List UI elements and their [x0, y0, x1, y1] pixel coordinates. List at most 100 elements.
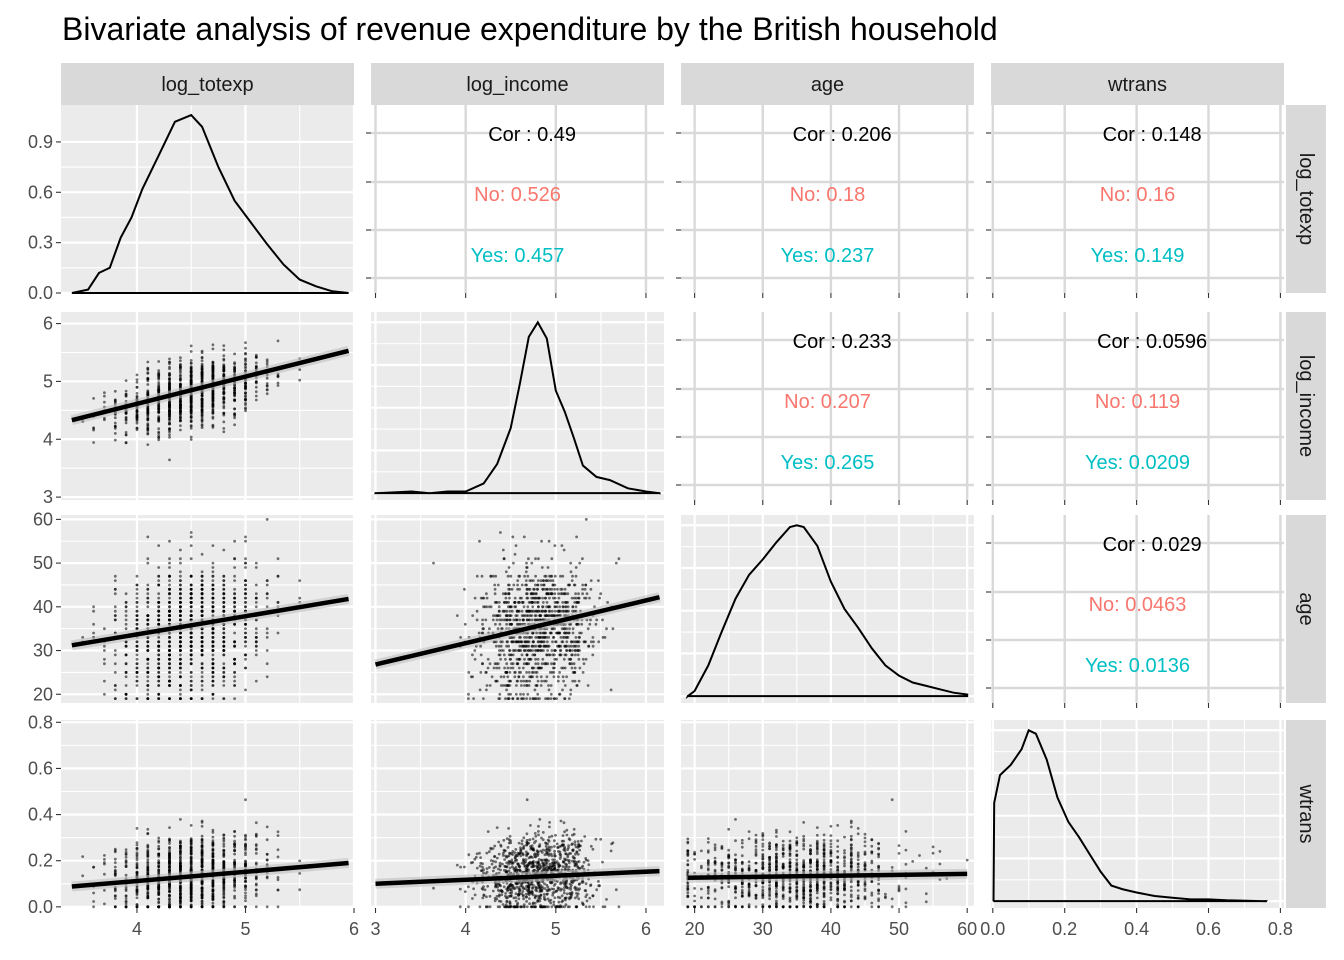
y-tick-age: 40: [33, 597, 53, 617]
data-point: [545, 614, 549, 617]
data-point: [135, 827, 139, 830]
y-tick-wtrans: 0.8: [28, 712, 53, 732]
data-point: [497, 605, 501, 609]
data-point: [517, 622, 520, 626]
data-point: [499, 644, 503, 648]
data-point: [233, 566, 237, 569]
data-point: [276, 381, 280, 385]
data-point: [530, 618, 534, 622]
data-point: [244, 596, 247, 600]
data-point: [506, 574, 510, 578]
data-point: [168, 671, 171, 674]
data-point: [536, 662, 540, 666]
data-point: [200, 375, 204, 379]
data-point: [525, 653, 529, 657]
data-point: [146, 887, 150, 891]
data-point: [189, 344, 193, 348]
data-point: [168, 640, 171, 644]
data-point: [516, 697, 520, 700]
data-point: [571, 605, 575, 609]
data-point: [496, 614, 499, 617]
data-point: [124, 662, 128, 666]
data-point: [265, 360, 269, 364]
data-point: [487, 850, 491, 854]
data-point: [200, 579, 204, 582]
data-point: [146, 614, 150, 617]
data-point: [467, 671, 471, 674]
data-point: [179, 574, 182, 578]
data-point: [514, 614, 518, 617]
data-point: [233, 391, 237, 395]
data-point: [534, 614, 538, 617]
data-point: [222, 579, 226, 582]
data-point: [244, 587, 247, 591]
data-point: [505, 662, 509, 666]
data-point: [244, 859, 247, 863]
data-point: [541, 601, 545, 604]
y-tick-log_income: 5: [43, 371, 53, 391]
data-point: [179, 561, 182, 565]
data-point: [244, 561, 247, 565]
data-point: [510, 609, 514, 613]
data-point: [200, 426, 204, 429]
data-point: [276, 848, 280, 852]
data-point: [168, 890, 171, 893]
data-point: [549, 692, 553, 696]
data-point: [222, 844, 226, 848]
y-tick-density: 0.9: [28, 132, 53, 152]
data-point: [179, 583, 182, 587]
data-point: [276, 888, 280, 892]
data-point: [146, 644, 150, 648]
data-point: [244, 863, 247, 866]
data-point: [527, 557, 530, 561]
data-point: [222, 675, 226, 679]
data-point: [548, 862, 552, 866]
data-point: [538, 697, 541, 700]
data-point: [536, 692, 540, 696]
data-point: [179, 363, 182, 366]
data-point: [157, 415, 161, 418]
data-point: [146, 671, 150, 674]
data-point: [222, 354, 226, 358]
data-point: [547, 644, 551, 648]
data-point: [298, 859, 302, 863]
data-point: [561, 834, 565, 837]
data-point: [157, 574, 161, 578]
data-point: [168, 666, 171, 670]
data-point: [562, 548, 566, 552]
data-point: [254, 561, 258, 565]
data-point: [222, 902, 226, 906]
data-point: [471, 675, 474, 679]
strip-right-log_totexp: [1286, 105, 1326, 293]
data-point: [189, 684, 193, 687]
data-point: [135, 871, 139, 875]
data-point: [467, 692, 470, 696]
data-point: [510, 587, 514, 591]
data-point: [265, 384, 269, 388]
data-point: [222, 411, 226, 415]
data-point: [570, 666, 574, 670]
data-point: [222, 905, 226, 909]
data-point: [157, 389, 161, 393]
data-point: [518, 587, 521, 591]
data-point: [554, 649, 557, 652]
data-point: [233, 657, 237, 661]
data-point: [534, 657, 537, 661]
data-point: [222, 684, 226, 687]
data-point: [254, 355, 258, 358]
data-point: [552, 697, 556, 700]
data-point: [200, 408, 204, 412]
data-point: [265, 518, 269, 521]
data-point: [244, 366, 247, 370]
data-point: [481, 627, 485, 631]
data-point: [551, 640, 554, 644]
data-point: [244, 896, 247, 900]
data-point: [549, 592, 553, 596]
data-point: [233, 864, 237, 868]
data-point: [189, 644, 193, 648]
data-point: [458, 887, 462, 891]
data-point: [519, 692, 522, 696]
data-point: [135, 858, 139, 862]
data-point: [179, 697, 182, 700]
data-point: [525, 596, 529, 600]
